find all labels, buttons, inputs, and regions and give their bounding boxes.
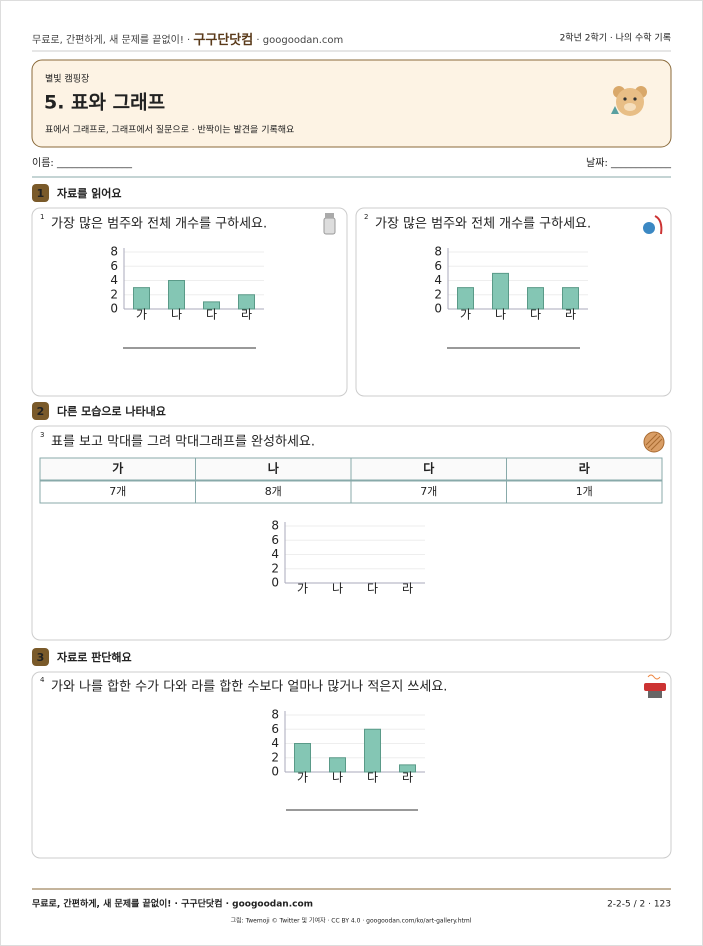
x-tick-label: 다 bbox=[367, 582, 378, 596]
table-cell bbox=[506, 480, 663, 504]
question: 가장 많은 범주와 전체 개수를 구하세요. bbox=[375, 217, 591, 232]
y-tick-label: 2 bbox=[434, 287, 442, 301]
section-badge bbox=[32, 648, 49, 666]
x-tick-label: 라 bbox=[402, 771, 413, 785]
x-tick-label: 라 bbox=[565, 308, 576, 322]
y-tick-label: 6 bbox=[271, 722, 279, 736]
problem-number: 3 bbox=[40, 431, 44, 439]
bar bbox=[399, 764, 416, 773]
y-tick-label: 6 bbox=[110, 259, 118, 273]
y-tick-label: 4 bbox=[271, 547, 279, 561]
table-cell-text: 8개 bbox=[265, 485, 282, 498]
salt-icon bbox=[323, 213, 336, 235]
table-cell-text: 7개 bbox=[420, 485, 437, 498]
x-tick-label: 나 bbox=[332, 771, 343, 785]
x-tick-label: 나 bbox=[332, 582, 343, 596]
problem-number: 4 bbox=[40, 676, 45, 684]
y-tick-label: 4 bbox=[434, 273, 442, 287]
bar bbox=[238, 294, 255, 310]
card bbox=[31, 207, 348, 397]
y-tick-label: 4 bbox=[271, 736, 279, 750]
bbq-icon bbox=[644, 674, 666, 698]
y-tick-label: 8 bbox=[110, 245, 118, 259]
section-title: 다른 모습으로 나타내요 bbox=[57, 404, 166, 418]
x-tick-label: 가 bbox=[297, 771, 308, 785]
table-cell-text: 1개 bbox=[576, 485, 593, 498]
header-right: 2학년 2학기 · 나의 수학 기록 bbox=[560, 33, 671, 44]
y-tick-label: 0 bbox=[271, 576, 279, 590]
y-tick-label: 8 bbox=[271, 519, 279, 533]
table-header: 나 bbox=[268, 461, 279, 476]
fishing-icon bbox=[643, 215, 663, 235]
section-title: 자료로 판단해요 bbox=[57, 650, 132, 664]
header-part: · googoodan.com bbox=[253, 35, 343, 46]
kicker: 별빛 캠핑장 bbox=[45, 73, 89, 85]
y-tick-label: 0 bbox=[110, 302, 118, 316]
y-tick-label: 6 bbox=[434, 259, 442, 273]
x-tick-label: 다 bbox=[367, 771, 378, 785]
bar bbox=[294, 743, 311, 773]
x-tick-label: 라 bbox=[241, 308, 252, 322]
x-tick-label: 나 bbox=[495, 308, 506, 322]
question: 가와 나를 합한 수가 다와 라를 합한 수보다 얼마나 많거나 적은지 쓰세요… bbox=[51, 680, 447, 695]
section-number: 3 bbox=[37, 651, 45, 664]
problem-number: 2 bbox=[364, 213, 368, 221]
table-cell bbox=[506, 457, 663, 481]
date-label: 날짜: ____________ bbox=[586, 157, 672, 169]
bar bbox=[527, 287, 544, 310]
name-label: 이름: _______________ bbox=[32, 157, 133, 169]
footer-left: 무료로, 간편하게, 새 문제를 끝없이! · 구구단닷컴 · googooda… bbox=[32, 898, 313, 910]
x-tick-label: 라 bbox=[402, 582, 413, 596]
table-cell-text: 7개 bbox=[109, 485, 126, 498]
header-part: 무료로, 간편하게, 새 문제를 끝없이! · bbox=[32, 33, 193, 46]
y-tick-label: 4 bbox=[110, 273, 118, 287]
bar bbox=[203, 301, 220, 310]
card bbox=[355, 207, 672, 397]
section-number: 1 bbox=[37, 187, 45, 200]
y-tick-label: 8 bbox=[434, 245, 442, 259]
title-box bbox=[31, 59, 672, 148]
y-tick-label: 2 bbox=[271, 561, 279, 575]
y-tick-label: 2 bbox=[271, 750, 279, 764]
grill-icon bbox=[643, 431, 665, 453]
bar bbox=[562, 287, 579, 310]
bar bbox=[133, 287, 150, 310]
bar bbox=[364, 728, 381, 773]
question: 가장 많은 범주와 전체 개수를 구하세요. bbox=[51, 217, 267, 232]
table-header: 라 bbox=[579, 461, 590, 476]
footer-right: 2-2-5 / 2 · 123 bbox=[607, 900, 671, 910]
subtitle: 표에서 그래프로, 그래프에서 질문으로 · 반짝이는 발견을 기록해요 bbox=[45, 124, 294, 136]
y-tick-label: 0 bbox=[271, 765, 279, 779]
card bbox=[31, 671, 672, 859]
bar bbox=[329, 757, 346, 773]
x-tick-label: 가 bbox=[460, 308, 471, 322]
section-number: 2 bbox=[37, 405, 45, 418]
y-tick-label: 6 bbox=[271, 533, 279, 547]
bear-icon bbox=[611, 86, 647, 116]
section-badge bbox=[32, 184, 49, 202]
credit: 그림: Twemoji © Twitter 및 기여자 · CC BY 4.0 … bbox=[231, 917, 472, 925]
title: 5. 표와 그래프 bbox=[44, 92, 165, 114]
y-tick-label: 2 bbox=[110, 287, 118, 301]
x-tick-label: 나 bbox=[171, 308, 182, 322]
problem-number: 1 bbox=[40, 213, 44, 221]
header-part: 구구단닷컴 bbox=[193, 32, 253, 48]
bar bbox=[457, 287, 474, 310]
table-header: 다 bbox=[423, 461, 434, 476]
question: 표를 보고 막대를 그려 막대그래프를 완성하세요. bbox=[51, 435, 315, 450]
header-left: 무료로, 간편하게, 새 문제를 끝없이! · 구구단닷컴 · googooda… bbox=[32, 32, 343, 48]
bar bbox=[168, 280, 185, 310]
x-tick-label: 가 bbox=[136, 308, 147, 322]
x-tick-label: 다 bbox=[206, 308, 217, 322]
table-header: 가 bbox=[112, 461, 123, 476]
y-tick-label: 8 bbox=[271, 708, 279, 722]
bar bbox=[492, 272, 509, 310]
section-badge bbox=[32, 402, 49, 420]
section-title: 자료를 읽어요 bbox=[57, 186, 122, 200]
x-tick-label: 가 bbox=[297, 582, 308, 596]
y-tick-label: 0 bbox=[434, 302, 442, 316]
x-tick-label: 다 bbox=[530, 308, 541, 322]
